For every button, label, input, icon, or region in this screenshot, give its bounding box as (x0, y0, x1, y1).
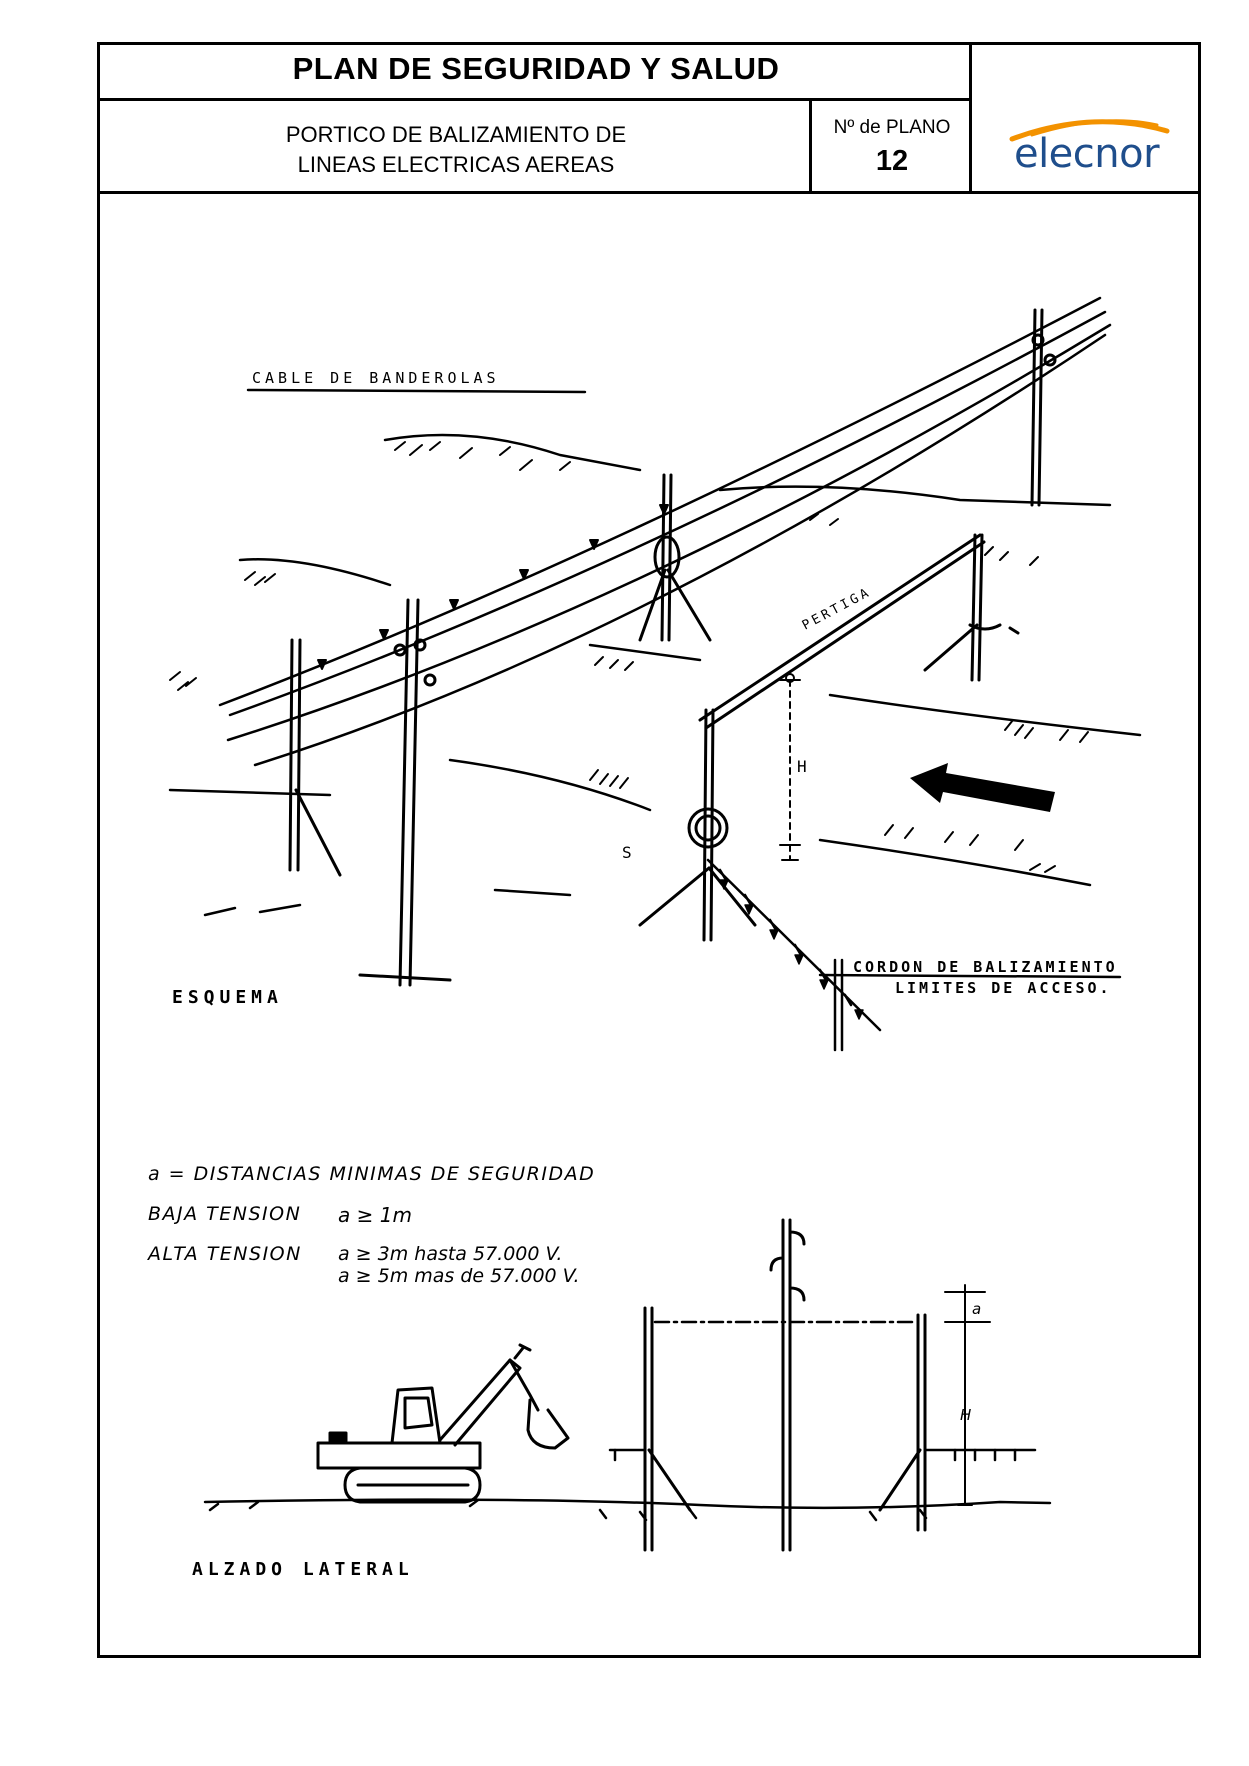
h-label: H (797, 757, 807, 776)
a-dimension-label: a (972, 1300, 981, 1318)
alta-tension-value-2: a ≥ 5m mas de 57.000 V. (338, 1265, 580, 1287)
traffic-direction-arrow-icon (910, 763, 1055, 812)
distancias-title: a = DISTANCIAS MINIMAS DE SEGURIDAD (148, 1163, 595, 1185)
logo-text: elecnor (1013, 131, 1160, 177)
cordon-label-1: CORDON DE BALIZAMIENTO (853, 958, 1118, 976)
cordon-flags (719, 879, 864, 1020)
title-divider (100, 98, 972, 101)
excavator (316, 1343, 570, 1504)
line-pole-elevation (769, 1218, 806, 1552)
esquema-labels: CABLE DE BANDEROLAS PERTIGA H S CORDON D… (172, 369, 1118, 1008)
cordon-label-2: LIMITES DE ACCESO. (895, 979, 1112, 997)
cordon-elevation (608, 1448, 1037, 1462)
document-title: PLAN DE SEGURIDAD Y SALUD (292, 51, 780, 86)
cordon-balizamiento (706, 858, 1122, 1052)
plano-number: 12 (875, 145, 909, 177)
s-label: S (622, 843, 632, 862)
line-pole-middle (638, 473, 712, 642)
height-tick (779, 673, 801, 861)
safety-distance-dimension (944, 1284, 991, 1506)
plano-label: Nº de PLANO (833, 117, 951, 138)
alzado-section-label: ALZADO LATERAL (192, 1559, 414, 1580)
cable-label: CABLE DE BANDEROLAS (252, 369, 500, 387)
alta-tension-label: ALTA TENSION (146, 1243, 302, 1265)
subtitle-line-1: PORTICO DE BALIZAMIENTO DE (285, 122, 627, 147)
gantry-pole-left-elevation (643, 1306, 692, 1552)
alzado-labels: a = DISTANCIAS MINIMAS DE SEGURIDAD BAJA… (146, 1163, 981, 1580)
alta-tension-value-1: a ≥ 3m hasta 57.000 V. (338, 1243, 562, 1265)
logo-divider (969, 45, 972, 194)
baja-tension-label: BAJA TENSION (148, 1203, 301, 1225)
drawing-frame: PLAN DE SEGURIDAD Y SALUD PORTICO DE BAL… (97, 42, 1201, 1658)
pertiga-portico (638, 533, 1020, 942)
ground-line (203, 1498, 1052, 1522)
plano-divider (809, 98, 812, 194)
terrain-hatching (169, 441, 1089, 873)
h-dimension-label: H (960, 1406, 971, 1424)
esquema-section-label: ESQUEMA (172, 987, 283, 1008)
elecnor-logo: elecnor (972, 91, 1201, 191)
senal-s-sign (687, 807, 729, 849)
logo-swoosh (1009, 119, 1170, 142)
subtitle-line-2: LINEAS ELECTRICAS AEREAS (297, 152, 615, 177)
terrain-lines (168, 433, 1142, 917)
overhead-conductors (218, 296, 1112, 767)
gantry-pole-right-elevation (878, 1313, 927, 1532)
line-pole-far (1030, 308, 1057, 507)
pertiga-label: PERTIGA (800, 585, 874, 634)
baja-tension-value: a ≥ 1m (338, 1203, 412, 1227)
cable-label-underline (246, 388, 587, 394)
header-divider (100, 191, 1201, 194)
line-pole-front (358, 598, 452, 987)
gantry-pole-left (288, 638, 342, 877)
document-subtitle: PORTICO DE BALIZAMIENTO DE LINEAS ELECTR… (100, 120, 812, 180)
